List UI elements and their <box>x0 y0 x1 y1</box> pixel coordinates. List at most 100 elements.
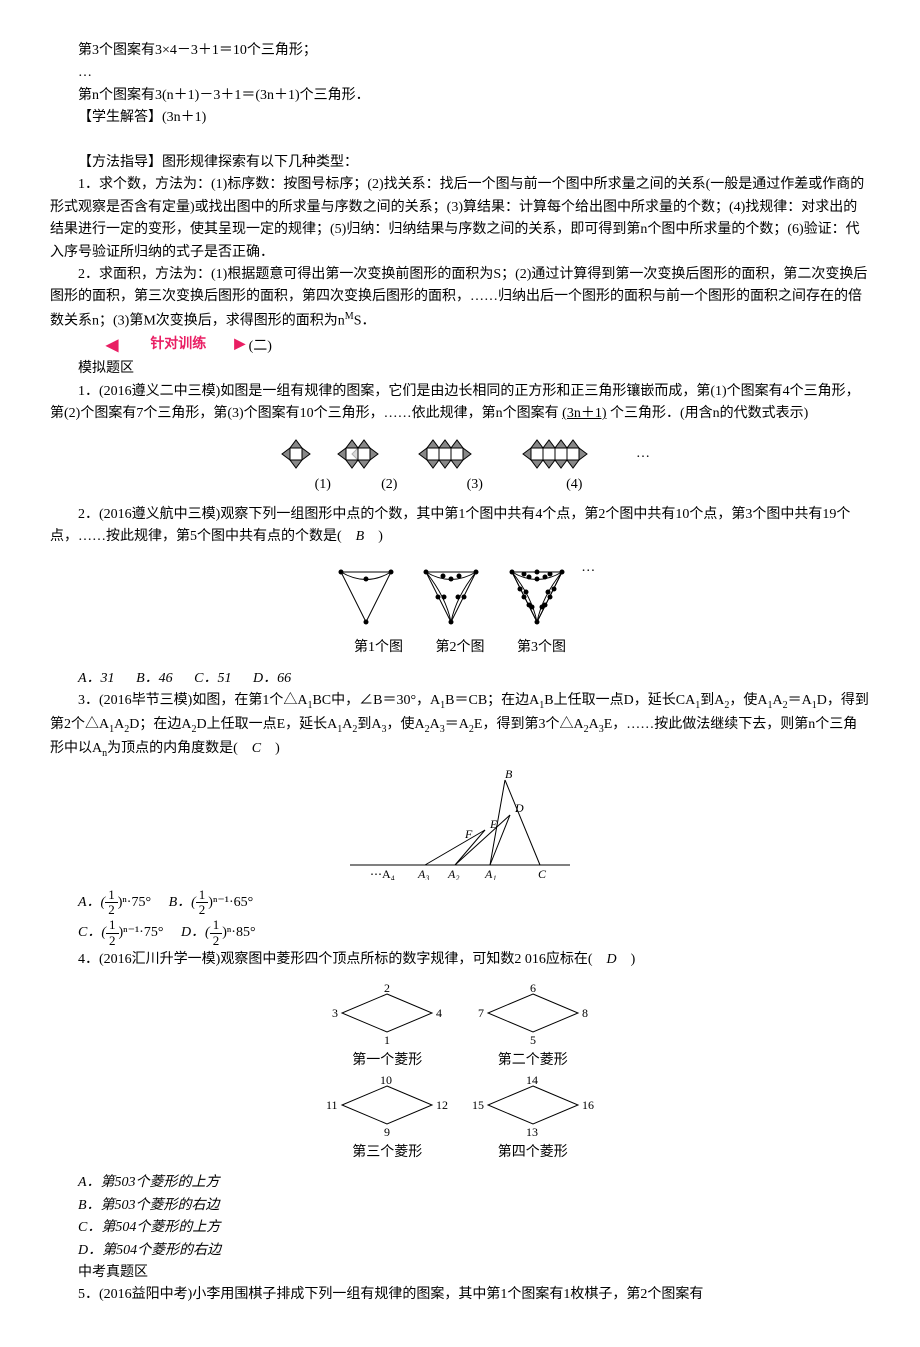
rhombus-4-label: 第四个菱形 <box>462 1142 604 1164</box>
line-3: 第n个图案有3(n＋1)－3＋1＝(3n＋1)个三角形． <box>50 85 870 107</box>
fig1-label-3: (3) <box>429 474 521 496</box>
q3b-pre: B．( <box>169 895 196 910</box>
superscript-m: M <box>345 311 354 322</box>
q2-opt-b: B．46 <box>136 671 173 686</box>
ellipsis: … <box>636 446 650 461</box>
q2-opt-a: A．31 <box>78 671 115 686</box>
q3-h: ＝A <box>788 693 812 708</box>
q3-p: A <box>430 717 440 732</box>
q3c-pre: C．( <box>78 925 106 940</box>
svg-text:2: 2 <box>384 981 390 995</box>
q4d-text: D．第504个菱形的右边 <box>78 1243 221 1258</box>
svg-text:A₃: A₃ <box>417 867 430 880</box>
q4-opt-c: C．第504个菱形的上方 <box>50 1217 870 1239</box>
arrow-right-icon: ▶ <box>206 334 245 356</box>
fig1-label-4: (4) <box>524 474 624 496</box>
method-2: 2．求面积，方法为：(1)根据题意可得出第一次变换前图形的面积为S；(2)通过计… <box>50 264 870 333</box>
svg-text:14: 14 <box>526 1073 538 1087</box>
q3c-exp: )ⁿ⁻¹ <box>119 925 140 940</box>
q3-answer: C <box>252 741 261 756</box>
rhombus-2-icon: 6 7 8 5 <box>468 980 598 1050</box>
q4a-text: A．第503个菱形的上方 <box>78 1175 220 1190</box>
section-header-label: 针对训练 <box>122 334 206 356</box>
tri-2-icon <box>416 557 486 637</box>
q4-opt-a: A．第503个菱形的上方 <box>50 1172 870 1194</box>
svg-text:A₂: A₂ <box>447 867 460 880</box>
q4-answer: D <box>606 952 616 967</box>
q1-answer: (3n＋1) <box>562 406 606 421</box>
svg-text:E: E <box>489 817 498 831</box>
svg-text:9: 9 <box>384 1125 390 1139</box>
q3-opt-b: B．(12)ⁿ⁻¹·65° <box>169 895 254 910</box>
section-header-row: ◀ 针对训练 ▶ (二) <box>50 333 870 359</box>
method-1: 1．求个数，方法为：(1)标序数：按图号标序；(2)找关系：找后一个图与前一个图… <box>50 174 870 264</box>
q2-opt-d: D．66 <box>253 671 291 686</box>
q2-answer: B <box>356 529 365 544</box>
q3c-suf: ·75° <box>139 925 163 940</box>
q3-a: 3．(2016毕节三模)如图，在第1个△A <box>78 693 307 708</box>
question-3: 3．(2016毕节三模)如图，在第1个△A1BC中，∠B＝30°，A1B＝CB；… <box>50 690 870 761</box>
question-5: 5．(2016益阳中考)小李用围棋子排成下列一组有规律的图案，其中第1个图案有1… <box>50 1284 870 1306</box>
q3-m: A <box>342 717 352 732</box>
q3b-suf: ·65° <box>229 895 253 910</box>
q2-text: 2．(2016遵义航中三模)观察下列一组图形中点的个数，其中第1个图中共有4个点… <box>50 507 850 544</box>
svg-text:15: 15 <box>472 1098 484 1112</box>
method-2-suffix: S． <box>354 313 376 328</box>
svg-text:7: 7 <box>478 1006 484 1020</box>
figure-2-labels: 第1个图 第2个图 第3个图 <box>50 637 870 659</box>
q3-c: B＝CB；在边A <box>445 693 539 708</box>
figure-1-row: … (1) (2) (3) (4) <box>50 434 870 496</box>
svg-text:5: 5 <box>530 1033 536 1047</box>
rhombus-3-label: 第三个菱形 <box>316 1142 458 1164</box>
tri-1-icon <box>331 557 401 637</box>
svg-text:D: D <box>514 801 524 815</box>
q3-n: 到A <box>357 717 381 732</box>
q3-j: A <box>114 717 124 732</box>
q1-suffix: 个三角形．(用含n的代数式表示) <box>610 406 808 421</box>
arrow-icon: ◀ <box>78 333 118 359</box>
q4c-text: C．第504个菱形的上方 <box>78 1220 220 1235</box>
student-answer: 【学生解答】(3n＋1) <box>50 107 870 129</box>
q3-e: 到A <box>700 693 724 708</box>
figure-4-row: 2 3 4 1 第一个菱形 6 7 8 5 第二个菱形 10 11 12 9 第… <box>50 980 870 1165</box>
q3-d: B上任取一点D，延长CA <box>544 693 695 708</box>
q3d-pre: D．( <box>181 925 210 940</box>
q3a-pre: A．( <box>78 895 105 910</box>
q3-q: ＝A <box>445 717 469 732</box>
line-2: … <box>50 62 870 84</box>
q3-g: A <box>772 693 782 708</box>
rhombus-2-label: 第二个菱形 <box>462 1050 604 1072</box>
figure-2-row: … 第1个图 第2个图 第3个图 <box>50 557 870 660</box>
svg-text:12: 12 <box>436 1098 448 1112</box>
fig2-label-1: 第1个图 <box>340 637 418 659</box>
mock-section-label: 模拟题区 <box>50 358 870 380</box>
q3-v: ) <box>261 741 280 756</box>
q3-l: D上任取一点E，延长A <box>196 717 337 732</box>
line-1: 第3个图案有3×4－3＋1＝10个三角形； <box>50 40 870 62</box>
q3-s: A <box>589 717 599 732</box>
svg-text:13: 13 <box>526 1125 538 1139</box>
question-1: 1．(2016遵义二中三模)如图是一组有规律的图案，它们是由边长相同的正方形和正… <box>50 381 870 426</box>
q3-f: ，使A <box>729 693 767 708</box>
svg-text:11: 11 <box>326 1098 338 1112</box>
q3-opt-a: A．(12)ⁿ·75° <box>78 895 151 910</box>
fig1-label-2: (2) <box>353 474 425 496</box>
rhombus-3-icon: 10 11 12 9 <box>322 1072 452 1142</box>
section-number: (二) <box>249 339 272 354</box>
svg-text:8: 8 <box>582 1006 588 1020</box>
q4-suffix: ) <box>617 952 636 967</box>
q4-text: 4．(2016汇川升学一模)观察图中菱形四个顶点所标的数字规律，可知数2 016… <box>78 952 606 967</box>
method-guide-title: 【方法指导】图形规律探索有以下几种类型： <box>50 152 870 174</box>
figure-3-row: B D E F ⋯A₄ A₃ A₂ A₁ C <box>50 770 870 880</box>
rhombus-1-icon: 2 3 4 1 <box>322 980 452 1050</box>
rhombus-4-icon: 14 15 16 13 <box>468 1072 598 1142</box>
figure-1-labels: (1) (2) (3) (4) <box>50 474 870 496</box>
q4-opt-b: B．第503个菱形的右边 <box>50 1195 870 1217</box>
q3-r: E，得到第3个△A <box>474 717 584 732</box>
svg-text:10: 10 <box>380 1073 392 1087</box>
svg-text:⋯A₄: ⋯A₄ <box>370 867 395 880</box>
q3-options: A．(12)ⁿ·75° B．(12)ⁿ⁻¹·65° C．(12)ⁿ⁻¹·75° … <box>78 888 870 950</box>
svg-text:1: 1 <box>384 1033 390 1047</box>
tri-3-icon <box>502 557 572 637</box>
q2-options: A．31 B．46 C．51 D．66 <box>78 668 870 690</box>
